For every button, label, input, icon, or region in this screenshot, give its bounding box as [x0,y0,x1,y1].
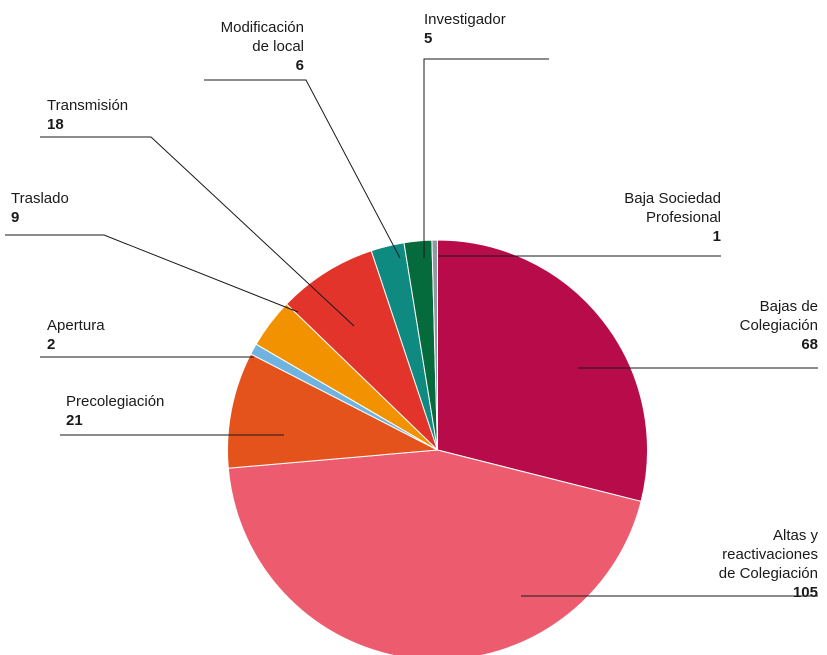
slice-value: 1 [713,228,721,245]
slice-label-precolegiacion: Precolegiación 21 [66,393,164,429]
pie-slice-bajas-de-colegiacion [437,239,648,503]
slice-label-line: reactivaciones [722,546,818,563]
slice-label-altas-y-reactivaciones-de-colegiacion: Altas y reactivaciones de Colegiación 105 [719,527,819,601]
slice-label-line: Altas y [773,527,819,544]
slice-value: 6 [296,57,304,74]
slice-label-line: de Colegiación [719,565,818,582]
slice-labels: Bajas de Colegiación 68 Altas y reactivacion… [11,11,818,601]
slice-value: 9 [11,209,19,226]
slice-value: 5 [424,30,432,47]
slice-value: 21 [66,412,83,429]
slice-label-transmision: Transmisión 18 [47,97,128,133]
slice-label-modificacion-de-local: Modificación de local 6 [221,19,304,74]
slice-label-line: Modificación [221,19,304,36]
slice-value: 68 [801,336,818,353]
leader-line-traslado [5,234,299,313]
slice-label-bajas-de-colegiacion: Bajas de Colegiación 68 [740,298,818,353]
slice-label-apertura: Apertura 2 [47,317,105,353]
slice-value: 2 [47,336,55,353]
slice-label-line: Precolegiación [66,393,164,410]
slice-label-baja-sociedad-profesional: Baja Sociedad Profesional 1 [624,190,721,245]
slice-label-line: Baja Sociedad [624,190,721,207]
slice-label-line: Bajas de [760,298,818,315]
leader-line-transmision [40,136,355,327]
slice-label-line: Investigador [424,11,506,28]
slice-label-line: de local [252,38,304,55]
slice-value: 18 [47,116,64,133]
slice-label-line: Traslado [11,190,69,207]
slice-value: 105 [793,584,818,601]
pie-slice-transmision [285,250,438,451]
slice-label-investigador: Investigador 5 [424,11,506,47]
pie-slices [227,239,648,655]
pie-slice-baja-sociedad-profesional [431,239,438,451]
leader-lines [5,58,818,597]
leader-line-modificacion-de-local [204,79,401,259]
slice-label-line: Apertura [47,317,105,334]
leader-line-investigador [423,58,549,258]
pie-slice-precolegiacion [227,353,440,469]
slice-label-traslado: Traslado 9 [11,190,69,226]
slice-label-line: Profesional [646,209,721,226]
pie-slice-altas-y-reactivaciones-de-colegiacion [227,449,642,655]
slice-label-line: Transmisión [47,97,128,114]
slice-label-line: Colegiación [740,317,818,334]
